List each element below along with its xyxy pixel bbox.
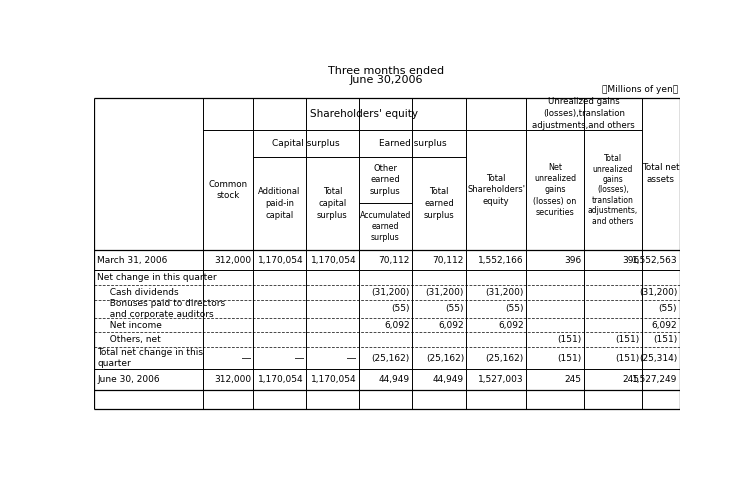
Text: (31,200): (31,200) [639, 288, 677, 297]
Text: Common
stock: Common stock [208, 180, 248, 200]
Text: (25,162): (25,162) [426, 354, 464, 363]
Text: 245: 245 [622, 375, 639, 384]
Text: 1,170,054: 1,170,054 [258, 256, 304, 264]
Text: March 31, 2006: March 31, 2006 [97, 256, 168, 264]
Text: 6,092: 6,092 [439, 321, 464, 330]
Text: (31,200): (31,200) [426, 288, 464, 297]
Text: Other
earned
surplus: Other earned surplus [370, 164, 401, 196]
Text: 1,552,166: 1,552,166 [478, 256, 524, 264]
Text: ―: ― [294, 354, 304, 363]
Text: Bonuses paid to directors
  and corporate auditors: Bonuses paid to directors and corporate … [103, 299, 225, 319]
Text: (31,200): (31,200) [485, 288, 524, 297]
Text: (151): (151) [615, 354, 639, 363]
Text: 1,527,249: 1,527,249 [632, 375, 677, 384]
Text: (25,162): (25,162) [371, 354, 410, 363]
Text: Accumulated
earned
surplus: Accumulated earned surplus [359, 211, 411, 242]
Text: Shareholders' equity: Shareholders' equity [310, 109, 418, 119]
Text: Others, net: Others, net [103, 335, 160, 344]
Text: 312,000: 312,000 [214, 256, 251, 264]
Text: June 30, 2006: June 30, 2006 [97, 375, 160, 384]
Text: Total
Shareholders'
equity: Total Shareholders' equity [467, 174, 525, 206]
Text: (55): (55) [391, 304, 410, 313]
Text: (151): (151) [558, 354, 582, 363]
Text: （Millions of yen）: （Millions of yen） [602, 85, 678, 94]
Text: 396: 396 [622, 256, 639, 264]
Text: Cash dividends: Cash dividends [103, 288, 178, 297]
Text: Total
earned
surplus: Total earned surplus [424, 187, 455, 220]
Text: 1,552,563: 1,552,563 [631, 256, 677, 264]
Text: (55): (55) [445, 304, 464, 313]
Text: 1,170,054: 1,170,054 [258, 375, 304, 384]
Text: ―: ― [242, 354, 251, 363]
Text: 396: 396 [565, 256, 582, 264]
Text: Net income: Net income [103, 321, 162, 330]
Text: (151): (151) [558, 335, 582, 344]
Text: 70,112: 70,112 [433, 256, 464, 264]
Text: Earned surplus: Earned surplus [379, 139, 446, 148]
Text: 44,949: 44,949 [433, 375, 464, 384]
Text: 6,092: 6,092 [652, 321, 677, 330]
Text: 1,170,054: 1,170,054 [311, 256, 356, 264]
Text: Net
unrealized
gains
(losses) on
securities: Net unrealized gains (losses) on securit… [534, 163, 577, 217]
Text: June 30,2006: June 30,2006 [350, 75, 424, 85]
Text: Additional
paid-in
capital: Additional paid-in capital [258, 187, 300, 220]
Text: 1,527,003: 1,527,003 [478, 375, 524, 384]
Text: ―: ― [347, 354, 356, 363]
Text: Unrealized gains
(losses),translation
adjustments,and others: Unrealized gains (losses),translation ad… [532, 98, 635, 130]
Text: Three months ended: Three months ended [328, 66, 445, 76]
Text: Total net
assets: Total net assets [642, 163, 680, 184]
Text: Total
capital
surplus: Total capital surplus [317, 187, 347, 220]
Text: (31,200): (31,200) [371, 288, 410, 297]
Text: Capital surplus: Capital surplus [272, 139, 340, 148]
Text: 1,170,054: 1,170,054 [311, 375, 356, 384]
Text: (25,162): (25,162) [485, 354, 524, 363]
Text: 44,949: 44,949 [379, 375, 410, 384]
Text: 312,000: 312,000 [214, 375, 251, 384]
Text: (151): (151) [653, 335, 677, 344]
Text: Total
unrealized
gains
(losses),
translation
adjustments,
and others: Total unrealized gains (losses), transla… [587, 154, 638, 226]
Text: 70,112: 70,112 [378, 256, 410, 264]
Text: Net change in this quarter: Net change in this quarter [97, 273, 217, 282]
Text: 6,092: 6,092 [498, 321, 524, 330]
Text: (25,314): (25,314) [639, 354, 677, 363]
Text: (55): (55) [505, 304, 524, 313]
Text: (55): (55) [658, 304, 677, 313]
Text: (151): (151) [615, 335, 639, 344]
Text: Total net change in this
quarter: Total net change in this quarter [97, 348, 204, 368]
Text: 245: 245 [565, 375, 582, 384]
Text: 6,092: 6,092 [384, 321, 410, 330]
